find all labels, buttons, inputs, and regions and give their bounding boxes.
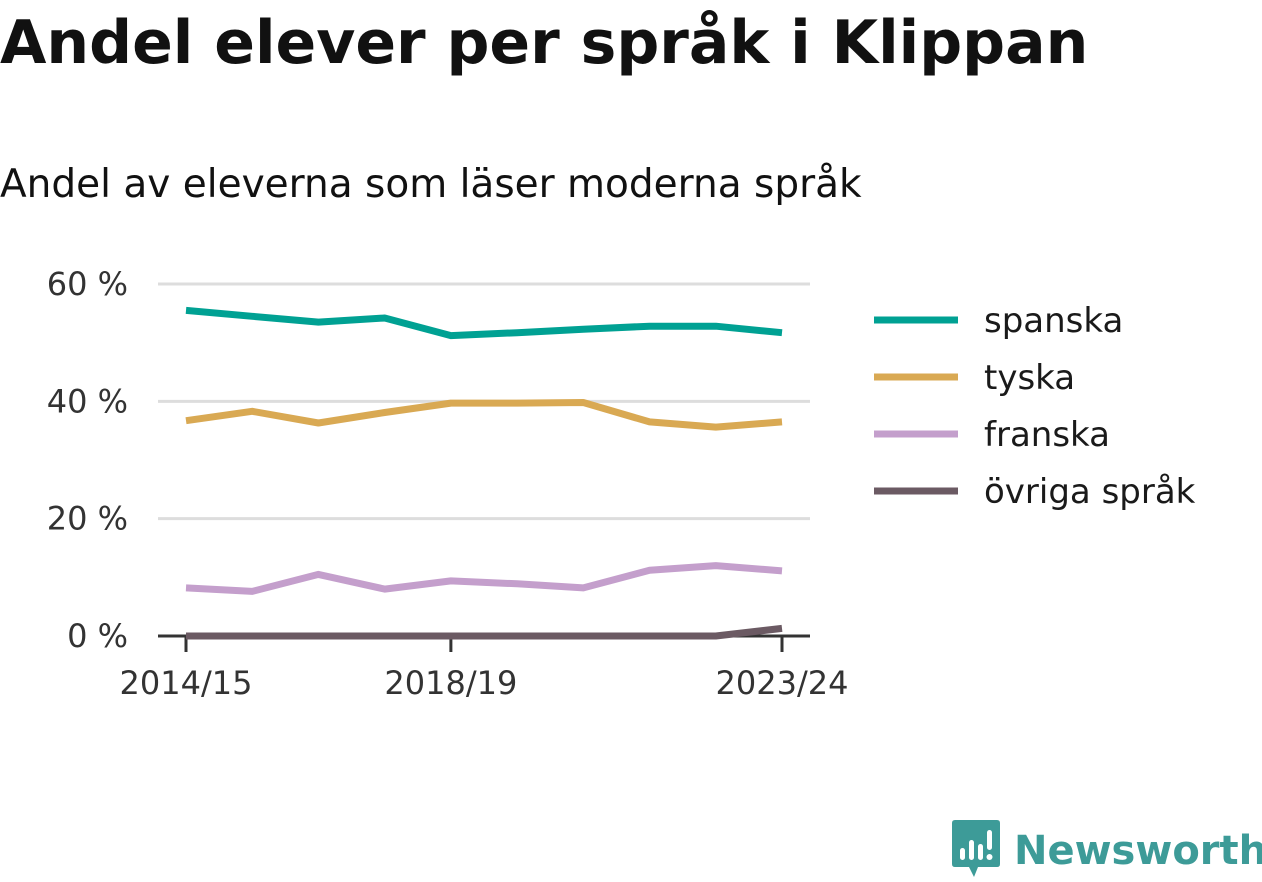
y-axis-labels: 0 % 20 % 40 % 60 % — [47, 265, 128, 655]
legend-item[interactable]: övriga språk — [874, 472, 1196, 512]
legend-label: spanska — [984, 301, 1123, 341]
legend-item[interactable]: tyska — [874, 358, 1075, 398]
bar-chart-speech-bubble-icon — [952, 820, 1000, 882]
y-tick-label: 60 % — [47, 265, 128, 303]
legend-label: franska — [984, 415, 1110, 455]
series-line-3 — [185, 562, 783, 595]
legend-item[interactable]: spanska — [874, 301, 1123, 341]
x-axis: 2014/15 2018/19 2023/24 — [120, 634, 849, 702]
series-line-4 — [186, 624, 783, 640]
brand-name: Newsworthy — [1014, 828, 1262, 874]
series-lines — [185, 306, 783, 640]
x-tick-label: 2018/19 — [384, 664, 517, 702]
legend-label: övriga språk — [984, 472, 1196, 512]
y-tick-label: 20 % — [47, 500, 128, 538]
newsworthy-logo: Newsworthy — [952, 820, 1262, 882]
y-tick-label: 0 % — [67, 617, 128, 655]
legend-label: tyska — [984, 358, 1075, 398]
chart-title: Andel elever per språk i Klippan — [0, 8, 1089, 78]
series-line-2 — [185, 399, 783, 431]
x-tick-label: 2014/15 — [120, 664, 253, 702]
y-tick-label: 40 % — [47, 382, 128, 420]
series-line-1 — [185, 306, 783, 340]
legend[interactable]: spanska tyska franska övriga språk — [874, 301, 1196, 512]
legend-item[interactable]: franska — [874, 415, 1110, 455]
chart-subtitle: Andel av eleverna som läser moderna språ… — [0, 162, 862, 207]
x-tick-label: 2023/24 — [716, 664, 849, 702]
